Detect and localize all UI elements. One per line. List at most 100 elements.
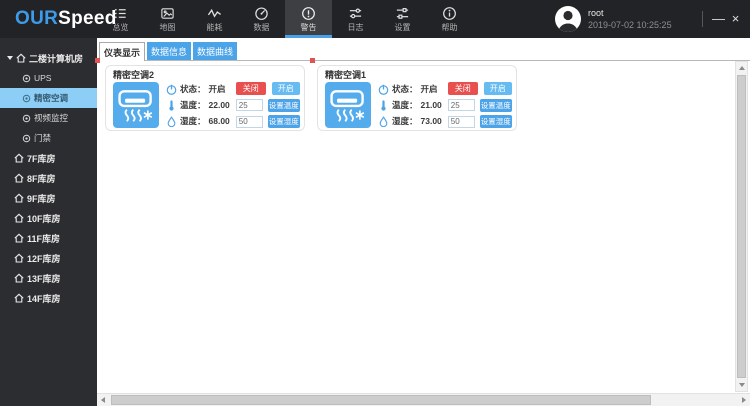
scroll-up-arrow[interactable] — [736, 62, 747, 74]
sidebar-item-10f[interactable]: 10F库房 — [0, 208, 97, 228]
humidity-row: 湿度： 68.00 — [165, 115, 230, 128]
user-area: root 2019-07-02 10:25:25 — × — [555, 0, 750, 38]
humidity-row: 湿度： 73.00 — [377, 115, 442, 128]
sidebar-item-12f[interactable]: 12F库房 — [0, 248, 97, 268]
power-buttons-row: 关闭 开启 — [447, 82, 512, 95]
temperature-input[interactable] — [447, 99, 475, 111]
sidebar-item-ups[interactable]: UPS — [0, 68, 97, 88]
droplet-icon — [377, 116, 389, 127]
status-value: 开启 — [420, 84, 438, 95]
scroll-down-arrow[interactable] — [736, 379, 747, 391]
nav-item-overview[interactable]: 总览 — [97, 0, 144, 38]
power-icon — [377, 84, 389, 95]
nav-item-logs[interactable]: 日志 — [332, 0, 379, 38]
sidebar-item-8f[interactable]: 8F库房 — [0, 168, 97, 188]
ac-card-1: 精密空调1 状态： 开启 — [317, 65, 517, 131]
tab-data-info[interactable]: 数据信息 — [147, 42, 192, 60]
turn-on-button[interactable]: 开启 — [483, 82, 512, 95]
air-conditioner-icon — [113, 82, 159, 128]
set-humidity-button[interactable]: 设置湿度 — [479, 115, 512, 128]
home-icon — [14, 213, 24, 223]
sidebar-item-precision-ac[interactable]: 精密空调 — [0, 88, 97, 108]
set-humidity-row: 设置湿度 — [447, 115, 512, 128]
turn-on-button[interactable]: 开启 — [271, 82, 300, 95]
tab-data-curve[interactable]: 数据曲线 — [193, 42, 238, 60]
selection-handle[interactable] — [95, 58, 100, 63]
set-temperature-button[interactable]: 设置温度 — [267, 98, 300, 112]
sidebar-item-13f[interactable]: 13F库房 — [0, 268, 97, 288]
sidebar-item-label: 13F库房 — [27, 273, 61, 284]
humidity-label: 湿度： — [180, 116, 206, 127]
settings-sliders-icon — [395, 6, 410, 21]
log-filter-icon — [348, 6, 363, 21]
sidebar-item-label: 14F库房 — [27, 293, 61, 304]
nav-item-help[interactable]: 帮助 — [426, 0, 473, 38]
nav-item-energy[interactable]: 能耗 — [191, 0, 238, 38]
sidebar-item-14f[interactable]: 14F库房 — [0, 288, 97, 308]
sidebar-item-11f[interactable]: 11F库房 — [0, 228, 97, 248]
nav-label: 日志 — [347, 23, 364, 32]
turn-off-button[interactable]: 关闭 — [235, 82, 266, 95]
alert-circle-icon — [301, 6, 316, 21]
device-icon — [22, 134, 31, 142]
thermometer-icon — [165, 100, 177, 111]
nav-item-settings[interactable]: 设置 — [379, 0, 426, 38]
card-body: 状态： 开启 温度： 22.00 湿度： — [113, 82, 300, 128]
turn-off-button[interactable]: 关闭 — [447, 82, 478, 95]
humidity-input[interactable] — [235, 115, 263, 128]
user-avatar[interactable] — [555, 6, 581, 32]
set-temperature-button[interactable]: 设置温度 — [479, 98, 512, 112]
minimize-button[interactable]: — — [712, 11, 725, 26]
power-buttons-row: 关闭 开启 — [235, 82, 300, 95]
sidebar-item-label: 二楼计算机房 — [29, 53, 84, 64]
nav-item-alert[interactable]: 警告 — [285, 0, 332, 38]
tab-gauge-display[interactable]: 仪表显示 — [99, 42, 146, 61]
sidebar-item-video-monitor[interactable]: 视频监控 — [0, 108, 97, 128]
device-icon — [22, 94, 31, 102]
scroll-right-arrow[interactable] — [738, 394, 750, 406]
selection-handle[interactable] — [310, 58, 315, 63]
horizontal-scrollbar[interactable] — [97, 393, 750, 406]
sidebar-item-9f[interactable]: 9F库房 — [0, 188, 97, 208]
nav-label: 设置 — [394, 23, 411, 32]
set-temperature-row: 设置温度 — [447, 98, 512, 112]
sidebar-item-7f[interactable]: 7F库房 — [0, 148, 97, 168]
status-value: 开启 — [208, 84, 226, 95]
set-humidity-button[interactable]: 设置湿度 — [267, 115, 300, 128]
humidity-label: 湿度： — [392, 116, 418, 127]
status-rows: 状态： 开启 温度： 21.00 湿度： — [377, 82, 442, 128]
humidity-input[interactable] — [447, 115, 475, 128]
vertical-scrollbar[interactable] — [735, 61, 748, 392]
vertical-scrollbar-thumb[interactable] — [737, 75, 746, 378]
sidebar-item-label: 9F库房 — [27, 193, 56, 204]
user-name: root — [588, 7, 604, 18]
temperature-input[interactable] — [235, 99, 263, 111]
ac-card-2: 精密空调2 状态： 开启 — [105, 65, 305, 131]
energy-curve-icon — [207, 6, 222, 21]
status-row: 状态： 开启 — [377, 83, 442, 96]
sidebar-item-label: 精密空调 — [34, 93, 69, 103]
status-label: 状态： — [392, 84, 418, 95]
home-icon — [14, 253, 24, 263]
device-icon — [22, 74, 31, 82]
nav-label: 地图 — [159, 23, 176, 32]
sidebar-item-computer-room[interactable]: 二楼计算机房 — [0, 48, 97, 68]
sidebar-item-access-control[interactable]: 门禁 — [0, 128, 97, 148]
map-image-icon — [160, 6, 175, 21]
device-icon — [22, 114, 31, 122]
temperature-row: 温度： 22.00 — [165, 99, 230, 112]
status-row: 状态： 开启 — [165, 83, 230, 96]
horizontal-scrollbar-thumb[interactable] — [111, 395, 651, 405]
sidebar-item-label: 视频监控 — [34, 113, 69, 123]
close-button[interactable]: × — [731, 11, 740, 26]
nav-label: 数据 — [253, 23, 270, 32]
user-meta: root 2019-07-02 10:25:25 — [588, 7, 700, 30]
scroll-left-arrow[interactable] — [97, 394, 109, 406]
nav-item-data[interactable]: 数据 — [238, 0, 285, 38]
humidity-value: 68.00 — [208, 116, 230, 127]
nav-item-map[interactable]: 地图 — [144, 0, 191, 38]
sidebar-item-label: 12F库房 — [27, 253, 61, 264]
power-icon — [165, 84, 177, 95]
card-title: 精密空调2 — [113, 70, 155, 80]
home-icon — [14, 293, 24, 303]
